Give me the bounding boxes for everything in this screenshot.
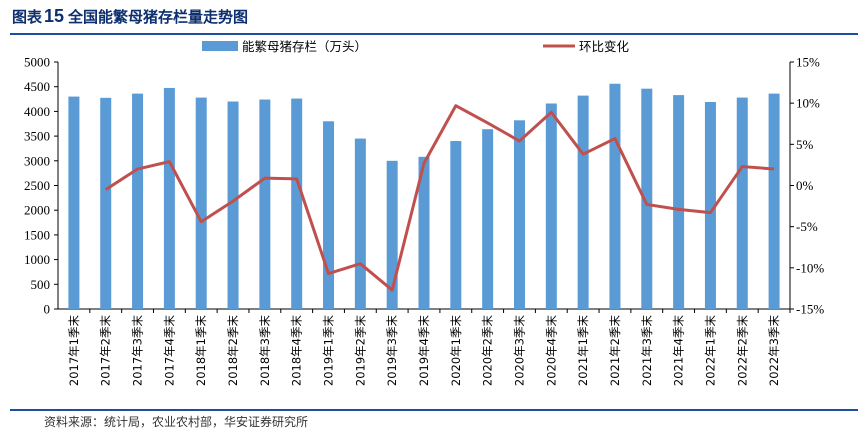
legend-line-label: 环比变化 — [579, 39, 630, 54]
figure-label: 图表 — [12, 8, 43, 26]
bar — [68, 96, 80, 309]
right-tick-label: -15% — [796, 302, 824, 317]
x-tick-label: 2020年2季末 — [481, 315, 495, 387]
x-tick-label: 2018年3季末 — [258, 315, 272, 387]
bar — [195, 97, 207, 310]
right-tick-label: 0% — [796, 178, 814, 193]
left-tick-label: 4000 — [24, 104, 50, 119]
bar — [577, 95, 589, 309]
x-tick-label: 2017年3季末 — [131, 315, 145, 387]
x-tick-label: 2022年3季末 — [767, 315, 781, 387]
bar — [609, 83, 621, 310]
bar — [704, 102, 716, 309]
bar — [418, 156, 430, 309]
bar — [259, 99, 271, 309]
bar — [768, 93, 780, 309]
right-tick-label: 10% — [796, 96, 820, 111]
bar — [291, 98, 303, 309]
x-tick-label: 2020年1季末 — [449, 315, 463, 387]
bar — [100, 97, 112, 309]
x-tick-label: 2022年2季末 — [735, 315, 749, 387]
left-tick-label: 500 — [31, 277, 51, 292]
bar — [386, 160, 398, 309]
x-tick-label: 2018年2季末 — [226, 315, 240, 387]
source-note: 资料来源：统计局，农业农村部，华安证券研究所 — [44, 415, 309, 429]
x-tick-label: 2018年1季末 — [194, 315, 208, 387]
bar — [450, 141, 462, 309]
left-tick-label: 2500 — [24, 178, 50, 193]
bar — [736, 97, 748, 310]
x-tick-label: 2021年4季末 — [672, 315, 686, 387]
x-tick-label: 2021年3季末 — [640, 315, 654, 387]
bar — [482, 129, 494, 309]
series-line — [104, 104, 775, 292]
bar — [227, 101, 239, 310]
left-tick-label: 4500 — [24, 79, 50, 94]
x-tick-label: 2021年2季末 — [608, 315, 622, 387]
x-tick-label: 2019年2季末 — [353, 315, 367, 387]
x-tick-label: 2020年4季末 — [544, 315, 558, 387]
x-tick-label: 2019年1季末 — [322, 315, 336, 387]
x-tick-label: 2017年2季末 — [99, 315, 113, 387]
bar — [641, 88, 653, 310]
left-tick-label: 1500 — [24, 227, 50, 242]
x-tick-label: 2019年4季末 — [417, 315, 431, 387]
left-tick-label: 3500 — [24, 129, 50, 144]
left-tick-label: 1000 — [24, 252, 50, 267]
right-tick-label: 15% — [796, 55, 820, 70]
bar — [354, 138, 366, 309]
chart-title: 全国能繁母猪存栏量走势图 — [68, 8, 249, 26]
bar — [513, 120, 525, 310]
x-tick-label: 2020年3季末 — [512, 315, 526, 387]
x-tick-label: 2018年4季末 — [290, 315, 304, 387]
figure-number: 15 — [44, 6, 65, 26]
left-tick-label: 3000 — [24, 153, 50, 168]
bottom-divider — [10, 409, 858, 411]
x-tick-label: 2017年1季末 — [67, 315, 81, 387]
figure-title-block: 图表 15 全国能繁母猪存栏量走势图 — [12, 6, 248, 27]
top-divider — [10, 33, 858, 35]
x-tick-label: 2019年3季末 — [385, 315, 399, 387]
bar — [163, 87, 175, 309]
right-tick-label: -5% — [796, 219, 818, 234]
left-tick-label: 5000 — [24, 55, 50, 70]
x-tick-label: 2021年1季末 — [576, 315, 590, 387]
bar — [323, 121, 335, 309]
legend-bar-swatch — [202, 41, 238, 51]
x-tick-label: 2022年1季末 — [703, 315, 717, 387]
right-tick-label: 5% — [796, 137, 814, 152]
right-tick-label: -10% — [796, 260, 824, 275]
bar — [673, 95, 685, 310]
legend-bar-label: 能繁母猪存栏（万头） — [242, 39, 367, 54]
bar — [545, 103, 557, 309]
x-tick-label: 2017年4季末 — [162, 315, 176, 387]
left-tick-label: 2000 — [24, 203, 50, 218]
bar — [132, 93, 144, 309]
left-tick-label: 0 — [44, 302, 51, 317]
